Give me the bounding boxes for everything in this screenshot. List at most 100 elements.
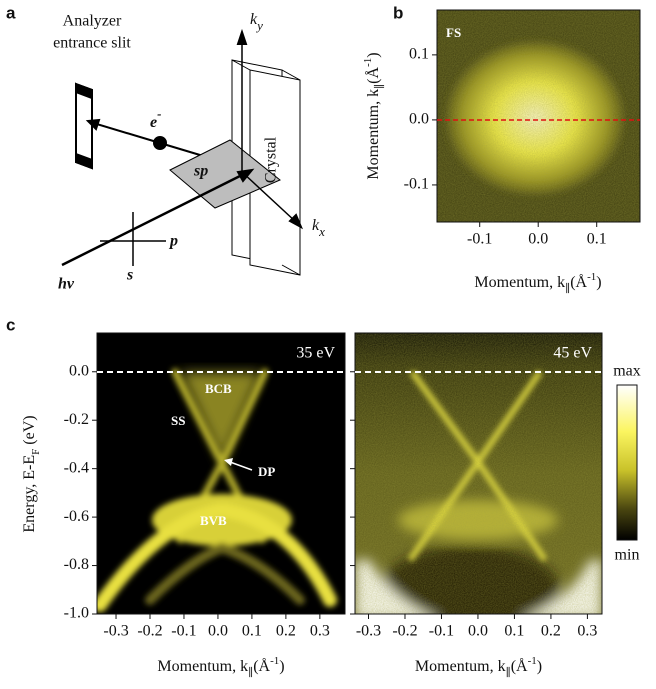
- x-tick-label: 0.0: [208, 623, 228, 640]
- x-tick-label: -0.2: [137, 623, 162, 640]
- sp-label: sp: [193, 163, 208, 180]
- slit-label: entrance slit: [53, 35, 131, 52]
- text: ): [537, 658, 542, 675]
- photon-energy: 35 eV: [296, 345, 335, 362]
- x-tick-label: 0.1: [242, 623, 262, 640]
- x-tick-label: -0.1: [429, 623, 454, 640]
- kx-axis: [241, 171, 297, 223]
- colorbar-label: max: [613, 363, 641, 380]
- y-tick-label: -0.4: [64, 459, 89, 476]
- crystal-edge: [231, 59, 251, 71]
- text: e: [150, 114, 157, 131]
- x-tick-label: 0.1: [504, 623, 524, 640]
- x-tick-label: 0.3: [310, 623, 330, 640]
- y-tick-label: -1.0: [64, 605, 89, 622]
- noise: [437, 10, 640, 222]
- electron-path: [89, 121, 161, 144]
- text: (Å: [511, 657, 528, 675]
- subscript: y: [255, 18, 263, 33]
- y-tick-label: 0.0: [69, 362, 89, 379]
- text: Momentum, k: [474, 274, 565, 291]
- ky-label: ky: [250, 11, 263, 34]
- y-tick-label: 0.0: [409, 111, 429, 128]
- panel-label: a: [6, 3, 16, 22]
- x-tick-label: 0.2: [541, 623, 561, 640]
- text: ): [279, 658, 284, 675]
- subscript: x: [318, 224, 325, 239]
- crystal-label: Crystal: [263, 136, 280, 183]
- axis-label: Momentum, k∥(Å-1): [415, 655, 542, 679]
- noise: [355, 333, 602, 614]
- annotation: SS: [171, 413, 185, 428]
- y-tick-label: 0.1: [409, 46, 429, 63]
- arrow-head: [236, 168, 255, 183]
- colorbar: [616, 384, 638, 541]
- intensity: [180, 372, 262, 463]
- s-label: s: [126, 267, 133, 284]
- fermi-surface-map: [437, 10, 640, 222]
- text: (Å: [364, 66, 382, 83]
- slit-edge: [75, 152, 93, 170]
- annotation: DP: [258, 464, 275, 479]
- text: Momentum, k: [365, 89, 382, 180]
- intensity: [97, 368, 337, 612]
- subscript: ∥: [565, 282, 570, 295]
- text: Momentum, k: [415, 658, 506, 675]
- text: Momentum, k: [157, 658, 248, 675]
- text: k: [312, 217, 320, 234]
- y-tick-label: -0.2: [64, 411, 89, 428]
- x-tick-label: 0.0: [528, 231, 548, 248]
- colorbar-label: min: [615, 547, 640, 564]
- y-tick-label: -0.8: [64, 556, 89, 573]
- crystal-edge: [281, 69, 301, 81]
- photon-beam: [61, 171, 247, 267]
- superscript: -1: [270, 655, 279, 667]
- arrow-head: [224, 458, 233, 466]
- text: Energy, E-E: [21, 455, 38, 533]
- subscript: F: [30, 449, 42, 455]
- annotation: BVB: [200, 513, 227, 528]
- x-tick-label: -0.3: [356, 623, 381, 640]
- superscript: -1: [528, 655, 537, 667]
- arpes-map: [97, 333, 345, 614]
- annotation: FS: [446, 25, 461, 40]
- x-tick-label: -0.3: [103, 623, 128, 640]
- text: (Å: [570, 273, 587, 291]
- text: ): [365, 52, 382, 57]
- axis-label: Momentum, k∥(Å-1): [362, 52, 386, 179]
- axis-label: Momentum, k∥(Å-1): [474, 271, 601, 295]
- annotation-arrow: [229, 461, 253, 471]
- arrow-head: [85, 118, 101, 131]
- annotation: BCB: [205, 381, 232, 396]
- hv-label: hv: [58, 276, 75, 293]
- slit-label: Analyzer: [63, 13, 122, 30]
- y-tick-label: -0.6: [64, 508, 89, 525]
- x-tick-label: 0.1: [587, 231, 607, 248]
- text: (eV): [21, 415, 38, 448]
- p-label: p: [168, 233, 178, 250]
- arpes-map: [355, 333, 602, 614]
- text: k: [250, 11, 258, 28]
- axis-label: Energy, E-EF (eV): [21, 415, 42, 532]
- x-tick-label: 0.0: [468, 623, 488, 640]
- text: ): [596, 274, 601, 291]
- text: (Å: [253, 657, 270, 675]
- x-tick-label: 0.2: [276, 623, 296, 640]
- x-tick-label: -0.2: [392, 623, 417, 640]
- frame: [96, 332, 346, 615]
- x-tick-label: -0.1: [467, 231, 492, 248]
- subscript: ∥: [373, 84, 386, 89]
- panel-label: c: [6, 315, 15, 334]
- x-tick-label: 0.3: [577, 623, 597, 640]
- y-tick-label: -0.1: [404, 176, 429, 193]
- photon-energy: 45 eV: [553, 345, 592, 362]
- arrow-head: [288, 213, 304, 230]
- x-tick-label: -0.1: [171, 623, 196, 640]
- superscript: -1: [587, 271, 596, 283]
- axis-label: Momentum, k∥(Å-1): [157, 655, 284, 679]
- slit-edge: [75, 82, 93, 100]
- subscript: ∥: [248, 666, 253, 679]
- schematic: [61, 28, 304, 276]
- superscript: -: [157, 106, 161, 121]
